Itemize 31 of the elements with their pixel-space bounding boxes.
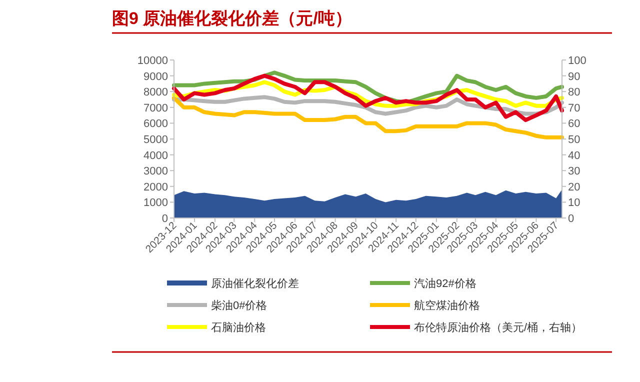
y2-tick-label: 50 [568, 134, 580, 146]
y-tick-label: 2000 [144, 181, 168, 194]
legend-label: 布伦特原油价格（美元/桶，右轴） [414, 321, 582, 334]
y-tick-label: 7000 [144, 102, 168, 114]
chart-title: 图9 原油催化裂化价差（元/吨） [112, 9, 352, 28]
y-tick-label: 4000 [144, 150, 168, 162]
legend-label: 石脑油价格 [211, 321, 266, 334]
y-tick-label: 0 [162, 213, 168, 225]
y-tick-label: 9000 [144, 70, 168, 83]
line-series [172, 74, 564, 122]
legend-label: 原油催化裂化价差 [211, 277, 299, 290]
line-series [172, 96, 564, 140]
y-tick-label: 6000 [144, 118, 168, 130]
y2-tick-label: 20 [568, 181, 580, 194]
y2-tick-label: 10 [568, 197, 580, 210]
y2-tick-label: 60 [568, 118, 580, 130]
y2-tick-label: 70 [568, 102, 580, 114]
y-tick-label: 3000 [144, 166, 168, 178]
y2-tick-label: 0 [568, 213, 574, 225]
y2-tick-label: 30 [568, 166, 580, 178]
y-tick-label: 10000 [137, 55, 168, 67]
legend-label: 柴油0#价格 [211, 299, 268, 312]
y2-tick-label: 40 [568, 150, 580, 162]
y2-tick-label: 90 [568, 70, 580, 83]
y-tick-label: 1000 [144, 197, 168, 210]
y2-tick-label: 80 [568, 86, 580, 99]
y2-tick-label: 100 [568, 55, 586, 67]
legend-label: 航空煤油价格 [414, 299, 480, 312]
y-tick-label: 5000 [144, 134, 168, 146]
y-tick-label: 8000 [144, 86, 168, 99]
legend-label: 汽油92#价格 [414, 277, 476, 290]
